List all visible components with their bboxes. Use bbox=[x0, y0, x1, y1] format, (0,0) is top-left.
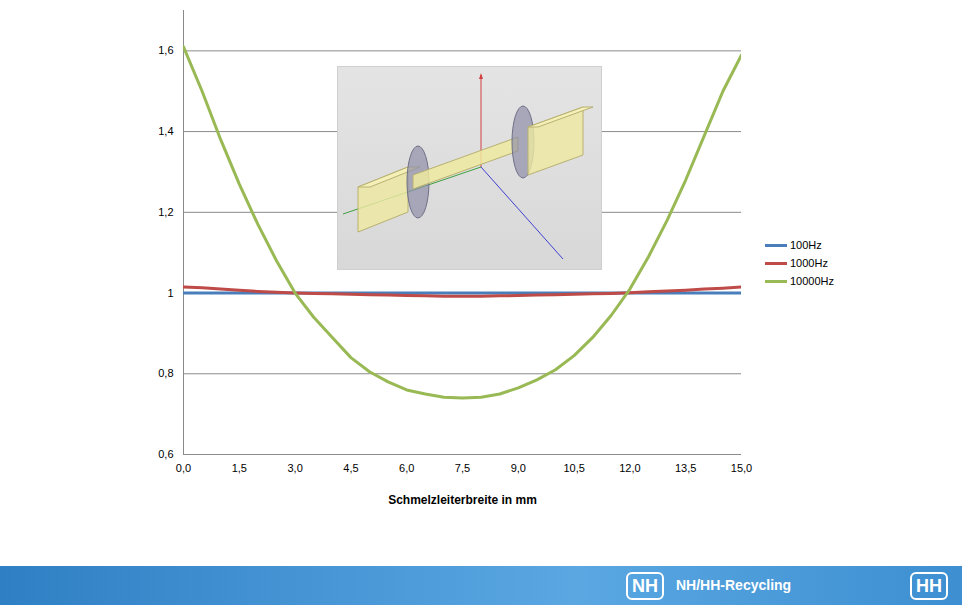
html-text:10000Hz: 10000Hz bbox=[790, 275, 834, 287]
svg-text:1,6: 1,6 bbox=[158, 44, 173, 56]
svg-text:1,5: 1,5 bbox=[232, 462, 247, 474]
svg-text:1,2: 1,2 bbox=[158, 206, 173, 218]
html-text:HH: HH bbox=[916, 576, 942, 596]
svg-text:1,4: 1,4 bbox=[158, 125, 173, 137]
html-text:NH/HH-Recycling: NH/HH-Recycling bbox=[676, 577, 792, 593]
svg-text:3,0: 3,0 bbox=[287, 462, 302, 474]
svg-text:13,5: 13,5 bbox=[675, 462, 696, 474]
svg-text:0,8: 0,8 bbox=[158, 367, 173, 379]
svg-text:4,5: 4,5 bbox=[343, 462, 358, 474]
html-text:1000Hz: 1000Hz bbox=[790, 257, 828, 269]
html-text:100Hz: 100Hz bbox=[790, 239, 822, 251]
html-text:NH: NH bbox=[632, 576, 658, 596]
svg-text:0,0: 0,0 bbox=[176, 462, 191, 474]
svg-text:0,6: 0,6 bbox=[158, 448, 173, 460]
svg-text:9,0: 9,0 bbox=[511, 462, 526, 474]
svg-text:Schmelzleiterbreite in mm: Schmelzleiterbreite in mm bbox=[388, 493, 537, 507]
svg-text:6,0: 6,0 bbox=[399, 462, 414, 474]
svg-text:12,0: 12,0 bbox=[619, 462, 640, 474]
svg-text:7,5: 7,5 bbox=[455, 462, 470, 474]
svg-text:1: 1 bbox=[167, 287, 173, 299]
svg-text:10,5: 10,5 bbox=[563, 462, 584, 474]
svg-text:15,0: 15,0 bbox=[731, 462, 752, 474]
